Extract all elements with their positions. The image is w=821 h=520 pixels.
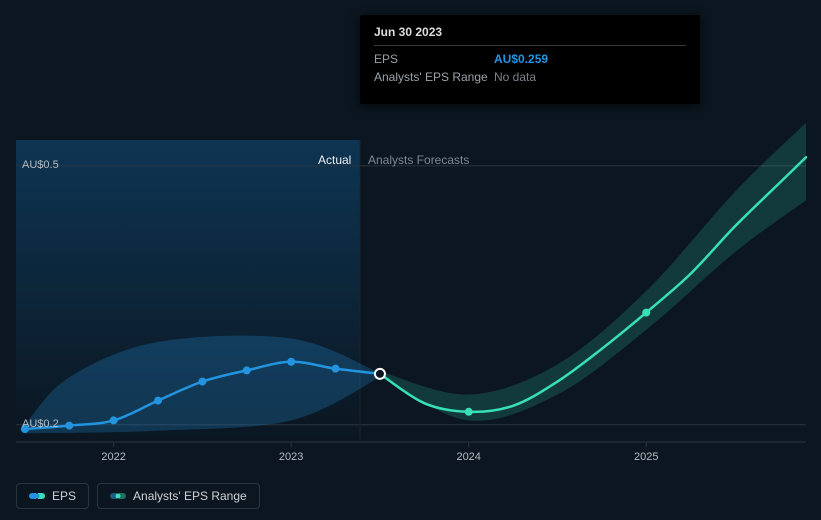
x-tick-label: 2025 xyxy=(634,451,658,463)
x-tick-label: 2024 xyxy=(456,451,480,463)
tooltip-date: Jun 30 2023 xyxy=(374,25,686,46)
legend-swatch-icon xyxy=(110,493,126,499)
region-label-actual: Actual xyxy=(318,153,351,167)
y-tick-label: AU$0.5 xyxy=(22,159,59,171)
legend-item-range[interactable]: Analysts' EPS Range xyxy=(97,483,260,509)
tooltip-row-value: No data xyxy=(494,68,536,86)
x-tick-label: 2022 xyxy=(101,451,125,463)
legend-label: Analysts' EPS Range xyxy=(133,489,247,503)
legend-item-eps[interactable]: EPS xyxy=(16,483,89,509)
tooltip-row-value: AU$0.259 xyxy=(494,50,548,68)
x-tick-label: 2023 xyxy=(279,451,303,463)
region-label-forecast: Analysts Forecasts xyxy=(368,153,469,167)
legend-swatch-icon xyxy=(29,493,45,499)
y-tick-label: AU$0.2 xyxy=(22,418,59,430)
chart-legend: EPS Analysts' EPS Range xyxy=(16,483,260,509)
legend-label: EPS xyxy=(52,489,76,503)
tooltip-row-label: EPS xyxy=(374,50,494,68)
chart-tooltip: Jun 30 2023 EPS AU$0.259 Analysts' EPS R… xyxy=(360,15,700,104)
tooltip-row-label: Analysts' EPS Range xyxy=(374,68,494,86)
